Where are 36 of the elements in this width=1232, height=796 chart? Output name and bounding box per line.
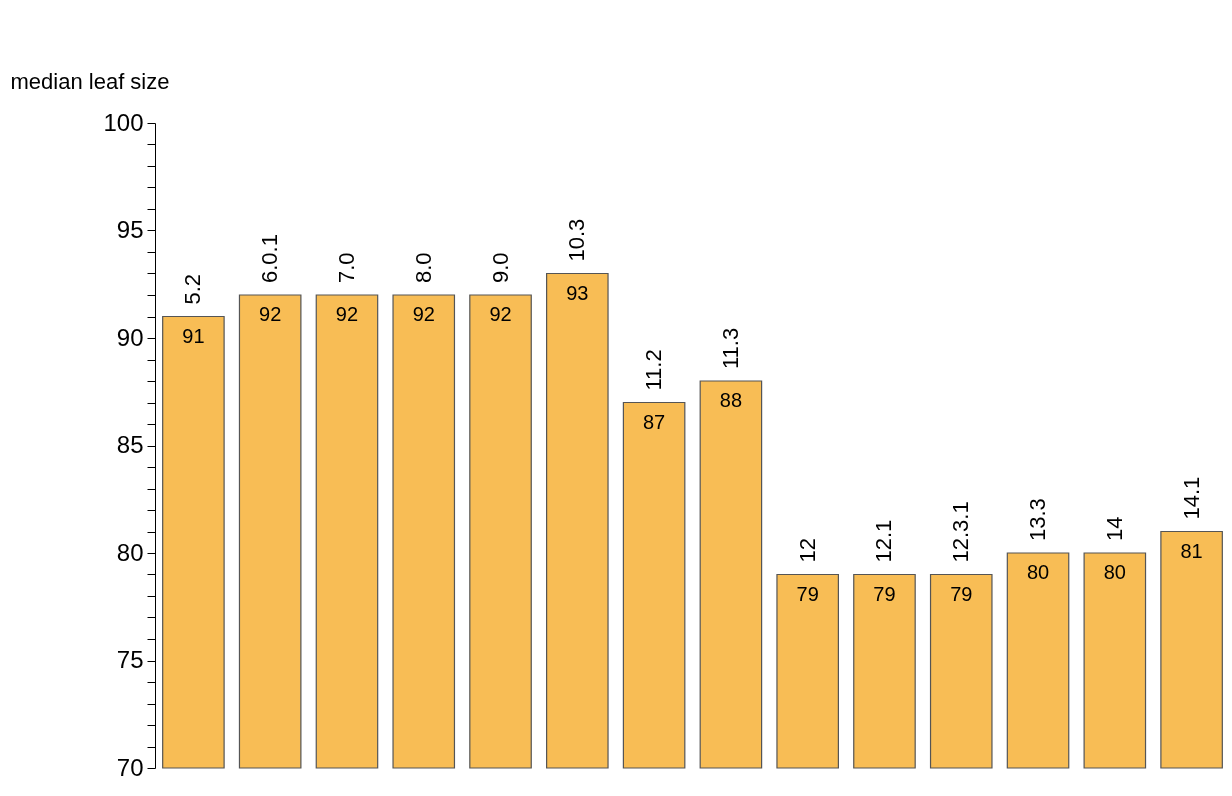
data-label: 79 (873, 582, 896, 605)
data-label: 87 (642, 410, 666, 433)
x-tick-label: 12 (794, 538, 820, 563)
data-label: 88 (719, 389, 743, 411)
x-tick-label: 12.3.1 (948, 501, 974, 563)
data-label: 80 (1026, 561, 1050, 583)
data-label: 80 (1103, 561, 1126, 583)
data-label: 93 (566, 281, 589, 304)
x-tick-label: 14.1 (1178, 476, 1204, 520)
y-tick-label: 85 (116, 431, 144, 458)
data-label: 81 (1180, 539, 1203, 562)
x-tick-label: 7.0 (333, 252, 359, 283)
y-tick-label: 70 (116, 753, 144, 781)
data-label: 92 (259, 303, 282, 325)
data-label: 92 (412, 303, 435, 325)
x-tick-label: 14 (1101, 516, 1127, 541)
x-tick-label: 11.2 (641, 349, 667, 391)
x-tick-label: 12.1 (871, 519, 897, 563)
y-tick-label: 80 (116, 538, 144, 566)
data-label: 79 (796, 582, 819, 605)
y-tick-label: 100 (103, 108, 144, 136)
x-tick-label: 6.0.1 (257, 234, 283, 283)
x-tick-label: 10.3 (564, 218, 590, 262)
x-tick-label: 13.3 (1025, 498, 1051, 541)
y-tick-label: 90 (116, 323, 144, 351)
y-tick-label: 95 (116, 216, 144, 243)
x-tick-label: 5.2 (180, 273, 206, 305)
x-tick-label: 11.3 (717, 327, 743, 369)
data-label: 92 (335, 303, 359, 325)
y-tick-label: 75 (116, 646, 144, 673)
y-axis-title: median leaf size (10, 68, 170, 94)
data-label: 92 (489, 303, 512, 325)
data-label: 79 (950, 582, 973, 605)
x-tick-label: 8.0 (410, 252, 436, 283)
x-tick-label: 9.0 (487, 252, 513, 283)
data-label: 91 (182, 324, 205, 347)
